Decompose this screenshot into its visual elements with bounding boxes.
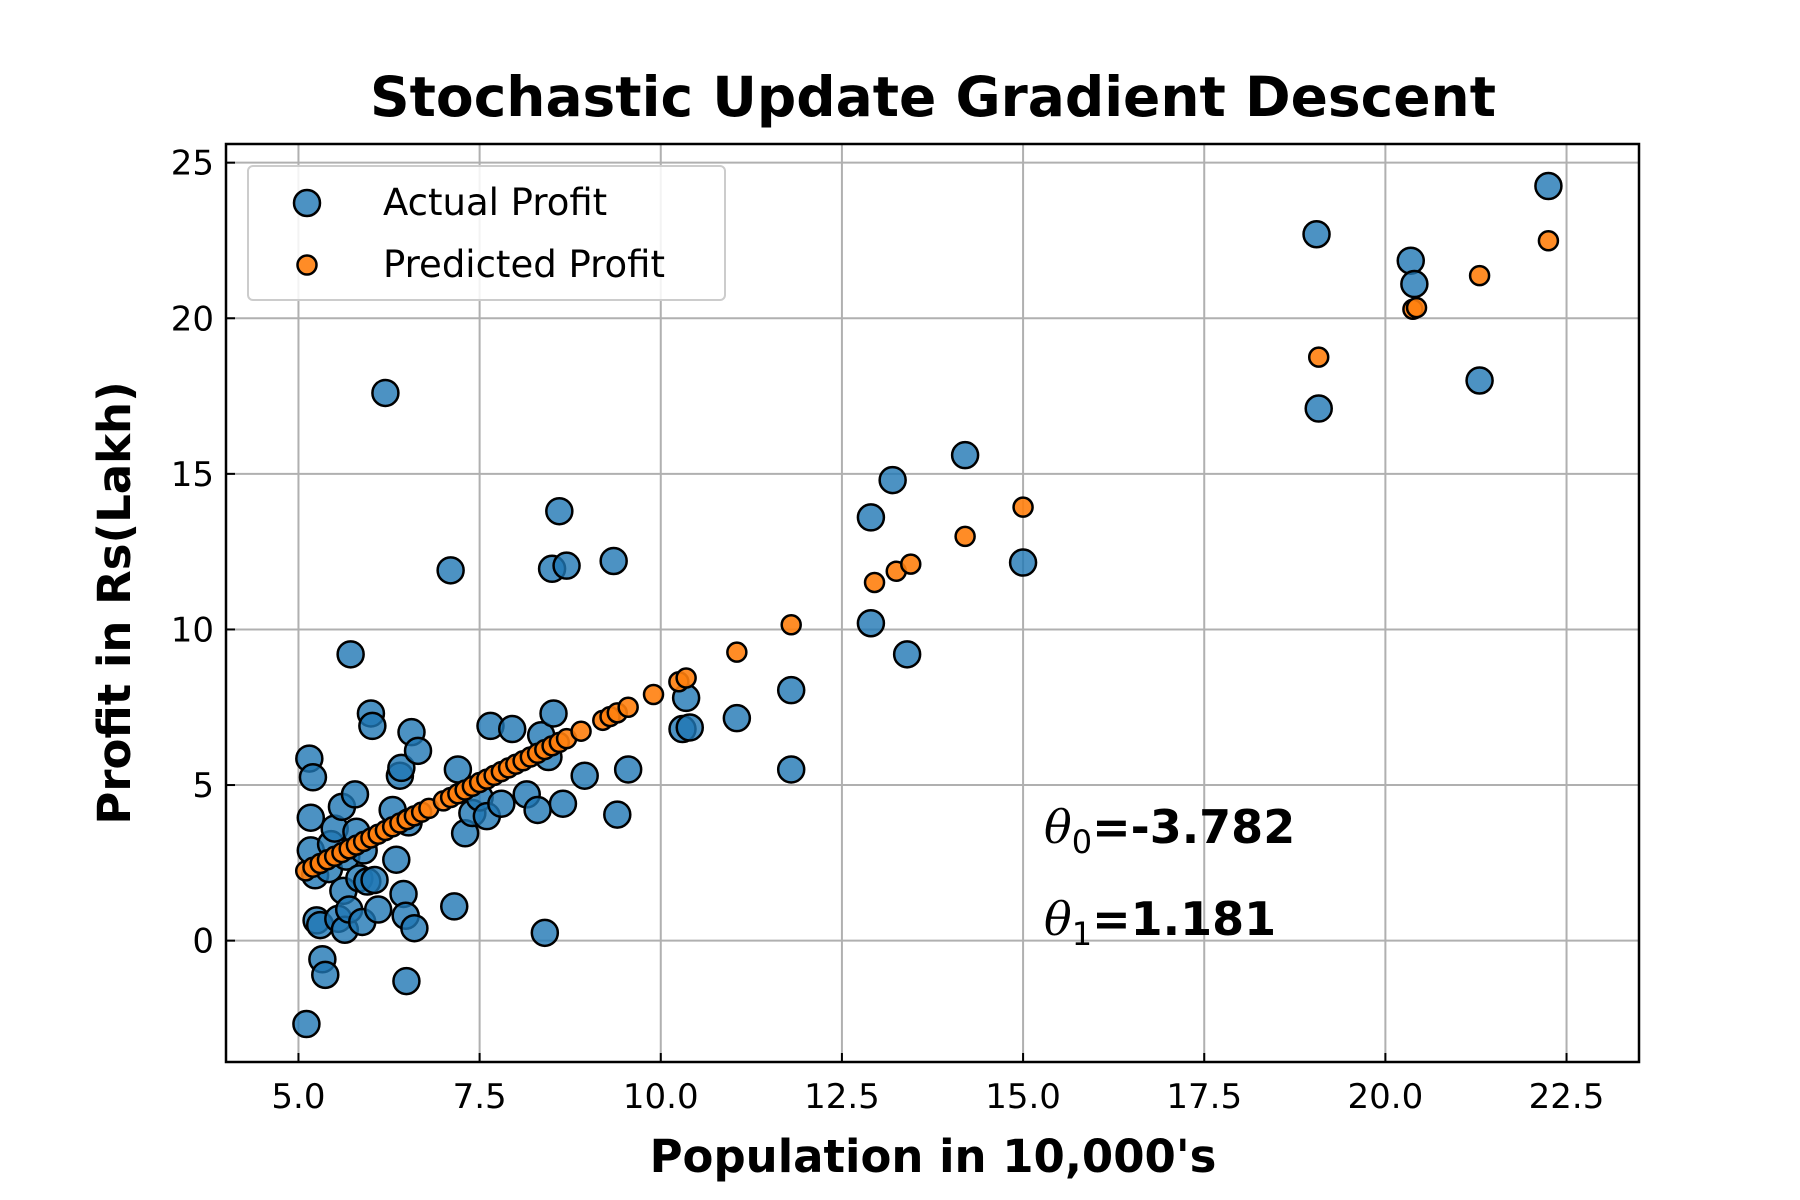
theta0-subscript: 0 (1072, 823, 1092, 861)
chart-title: Stochastic Update Gradient Descent (370, 65, 1496, 129)
actual-profit-point (613, 755, 643, 784)
y-axis-label: Profit in Rs(Lakh) (88, 381, 141, 824)
y-tick-label: 5 (192, 766, 214, 806)
predicted-profit-point (900, 553, 922, 575)
actual-profit-point (311, 960, 340, 990)
predicted-profit-point (863, 571, 886, 594)
actual-profit-point (530, 918, 560, 948)
legend: Actual Profit Predicted Profit (247, 165, 726, 301)
x-tick-label: 15.0 (985, 1077, 1061, 1117)
predicted-profit-point (726, 641, 748, 663)
actual-profit-point (776, 755, 806, 784)
predicted-profit-point (617, 696, 639, 718)
x-axis-label: Population in 10,000's (650, 1130, 1217, 1183)
theta1-annotation: θ1=1.181 (1044, 892, 1276, 953)
actual-profit-point (570, 761, 599, 790)
actual-profit-point (298, 763, 328, 792)
actual-profit-point (539, 699, 568, 728)
actual-profit-point (552, 551, 581, 580)
actual-profit-point (878, 465, 907, 495)
actual-profit-point (599, 546, 628, 576)
theta1-value: =1.181 (1092, 892, 1276, 946)
actual-profit-point (440, 892, 469, 921)
actual-profit-point (403, 736, 433, 766)
actual-profit-point (392, 966, 421, 996)
predicted-profit-point (1537, 230, 1560, 252)
actual-profit-point (1302, 219, 1331, 249)
legend-label-predicted: Predicted Profit (383, 243, 665, 286)
actual-profit-point (856, 503, 886, 532)
actual-profit-point (1396, 246, 1425, 275)
predicted-profit-point (1012, 496, 1034, 518)
theta0-annotation: θ0=-3.782 (1044, 800, 1295, 861)
plot-area-frame (224, 142, 1641, 1064)
theta0-value: =-3.782 (1092, 800, 1295, 854)
x-tick-label: 12.5 (804, 1077, 880, 1117)
actual-profit-point (892, 640, 922, 669)
predicted-profit-point (1468, 264, 1491, 287)
legend-frame (247, 165, 726, 301)
theta0-symbol: θ (1044, 800, 1072, 854)
x-tick-label: 22.5 (1529, 1077, 1605, 1117)
legend-marker-predicted (296, 254, 318, 276)
actual-profit-point (523, 795, 552, 825)
y-tick-label: 10 (171, 610, 214, 650)
predicted-profit-point (675, 667, 697, 689)
x-tick-label: 7.5 (453, 1077, 507, 1117)
actual-profit-point (497, 714, 527, 744)
y-tick-label: 20 (171, 299, 214, 339)
actual-profit-point (545, 496, 574, 526)
actual-profit-point (296, 803, 326, 832)
actual-profit-point (360, 865, 389, 895)
predicted-profit-point (780, 614, 802, 636)
actual-profit-point (1008, 548, 1038, 577)
legend-label-actual: Actual Profit (383, 181, 607, 224)
actual-profit-point (603, 800, 632, 829)
predicted-profit-point (1405, 296, 1428, 319)
y-tick-label: 15 (171, 455, 214, 495)
actual-profit-point (371, 378, 400, 408)
actual-profit-point (1304, 394, 1333, 423)
predicted-profit-points (294, 230, 1560, 882)
actual-profit-points (292, 171, 1563, 1039)
actual-profit-point (363, 895, 393, 924)
x-tick-label: 17.5 (1166, 1077, 1242, 1117)
y-tick-label: 25 (171, 144, 214, 184)
actual-profit-point (336, 640, 365, 669)
actual-profit-point (722, 703, 752, 733)
predicted-profit-point (1307, 346, 1330, 368)
actual-profit-point (340, 780, 370, 809)
actual-profit-point (358, 711, 387, 741)
actual-profit-point (1534, 171, 1563, 201)
actual-profit-point (776, 675, 806, 705)
actual-profit-point (1465, 366, 1494, 395)
predicted-profit-point (954, 525, 976, 548)
actual-profit-point (382, 845, 411, 874)
actual-profit-point (675, 713, 705, 742)
x-tick-label: 20.0 (1348, 1077, 1424, 1117)
predicted-profit-point (642, 683, 665, 706)
y-tick-label: 0 (192, 922, 214, 962)
x-tick-label: 5.0 (271, 1077, 325, 1117)
actual-profit-point (1400, 269, 1429, 299)
actual-profit-point (400, 913, 429, 943)
actual-profit-point (487, 789, 516, 818)
actual-profit-point (950, 440, 980, 470)
theta1-symbol: θ (1044, 892, 1072, 946)
actual-profit-point (387, 753, 416, 783)
predicted-profit-point (570, 720, 592, 742)
legend-marker-actual (292, 188, 322, 218)
actual-profit-point (292, 1009, 321, 1039)
actual-profit-point (856, 608, 886, 638)
actual-profit-point (548, 789, 578, 818)
x-tick-label: 10.0 (623, 1077, 699, 1117)
actual-profit-point (436, 556, 465, 585)
theta1-subscript: 1 (1072, 915, 1092, 953)
